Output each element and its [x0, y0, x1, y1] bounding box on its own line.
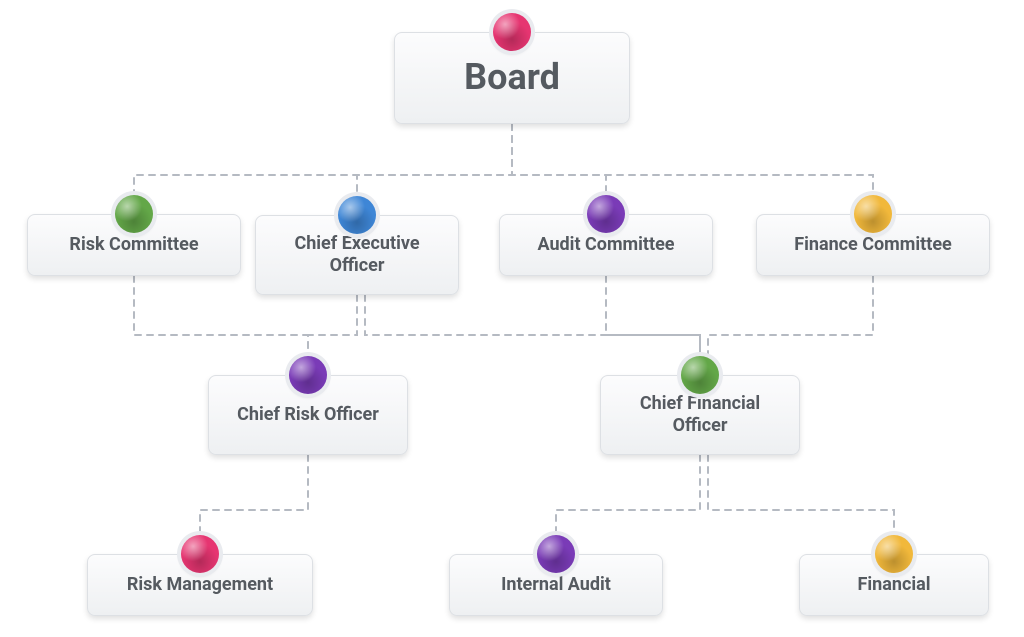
connector [708, 455, 894, 535]
org-node-label: Chief Executive Officer [268, 233, 446, 276]
org-node-label: Board [464, 56, 560, 99]
org-node-dot [289, 356, 327, 394]
connector [200, 455, 308, 535]
org-node-dot [681, 356, 719, 394]
org-node-dot [537, 535, 575, 573]
connector [308, 295, 357, 356]
org-node-dot [875, 535, 913, 573]
org-node-label: Internal Audit [501, 574, 611, 596]
org-node-label: Chief Financial Officer [613, 393, 787, 436]
connector [357, 124, 512, 196]
org-node-label: Audit Committee [537, 234, 674, 256]
connector [134, 124, 512, 195]
connector [556, 455, 700, 535]
org-node-label: Risk Committee [69, 234, 198, 256]
org-chart: Board Risk Committee Chief Executive Offic… [0, 0, 1024, 637]
connector [365, 295, 700, 356]
connector [708, 276, 873, 356]
org-node-label: Risk Management [127, 574, 273, 596]
org-node-dot [181, 535, 219, 573]
connector [606, 276, 700, 356]
org-node-dot [493, 13, 531, 51]
org-node-dot [338, 196, 376, 234]
connector [512, 124, 873, 195]
org-node-dot [115, 195, 153, 233]
org-node-label: Financial [858, 574, 931, 596]
org-node-label: Chief Risk Officer [237, 404, 379, 426]
connector [512, 124, 606, 195]
org-node-label: Finance Committee [794, 234, 952, 256]
org-node-dot [587, 195, 625, 233]
org-node-dot [854, 195, 892, 233]
